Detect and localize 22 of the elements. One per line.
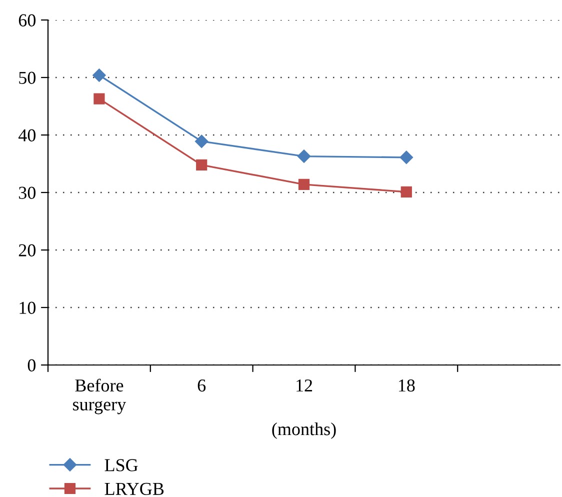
y-tick-label: 40 [18, 129, 36, 142]
y-tick-label: 10 [20, 302, 36, 314]
y-tick-label: 50 [19, 72, 36, 84]
point [92, 68, 106, 82]
x-tick-label: Before surgery [73, 378, 126, 414]
point [195, 134, 208, 148]
x-axis-title: (months) [272, 422, 336, 439]
point [400, 150, 413, 164]
x-tick-label: 6 [198, 379, 206, 392]
legend-label: LRYGB [104, 482, 164, 495]
point [94, 93, 105, 104]
y-tick-label: 30 [19, 186, 36, 199]
point [298, 178, 310, 190]
point [297, 150, 311, 163]
point [196, 159, 208, 170]
y-tick-label: 60 [18, 14, 36, 26]
x-tick-label: 18 [398, 379, 415, 392]
y-tick-label: 20 [18, 244, 36, 256]
point [400, 186, 412, 198]
x-tick-label: 12 [296, 379, 312, 392]
legend-label: LSG [104, 459, 138, 472]
y-tick-label: 0 [28, 359, 36, 372]
